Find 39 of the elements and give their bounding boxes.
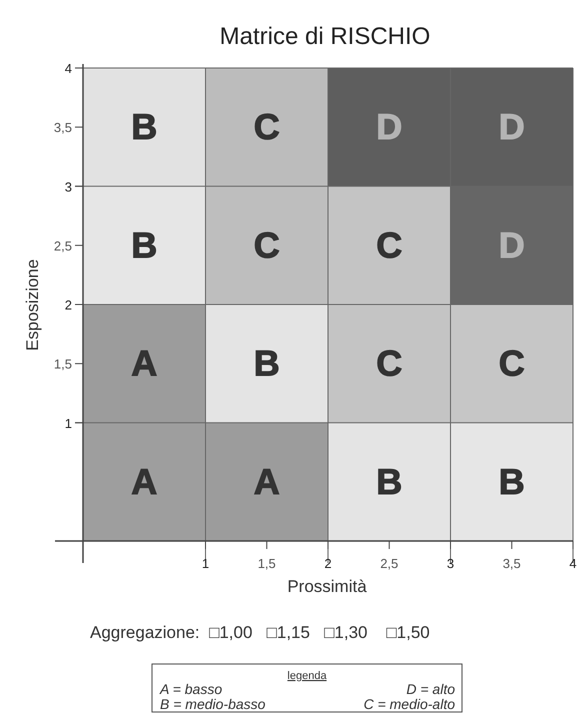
text: B = medio-basso bbox=[160, 696, 266, 712]
y-tick-label: 3 bbox=[64, 179, 72, 194]
text: A bbox=[254, 460, 280, 502]
text: legenda bbox=[287, 670, 328, 682]
text: B bbox=[498, 460, 525, 502]
text: D = alto bbox=[406, 681, 456, 697]
y-axis-title: Esposizione bbox=[23, 259, 42, 351]
text: C bbox=[376, 342, 402, 384]
text: C bbox=[376, 224, 402, 266]
x-tick-label: 2 bbox=[324, 556, 332, 571]
y-tick-label: 1,5 bbox=[54, 356, 72, 372]
x-tick-label: 1,5 bbox=[258, 556, 276, 571]
text: B bbox=[131, 224, 158, 266]
text: C bbox=[498, 342, 525, 384]
text: D bbox=[498, 224, 525, 266]
text: B bbox=[254, 342, 280, 384]
y-tick-label: 2 bbox=[64, 298, 72, 312]
text: D bbox=[376, 106, 402, 148]
chart-title: Matrice di RISCHIO bbox=[220, 23, 430, 50]
text: A bbox=[131, 460, 158, 502]
text: C = medio-alto bbox=[364, 696, 456, 712]
text: B bbox=[131, 106, 158, 148]
text: D bbox=[498, 106, 525, 148]
x-axis-title: Prossimità bbox=[287, 577, 368, 596]
x-tick-label: 2,5 bbox=[380, 556, 398, 571]
text: C bbox=[254, 224, 280, 266]
x-tick-label: 3,5 bbox=[502, 556, 521, 571]
x-tick-label: 4 bbox=[569, 556, 577, 571]
text: B bbox=[376, 460, 402, 502]
y-tick-label: 2,5 bbox=[54, 238, 72, 254]
text: Aggregazione: □1,00 □1,15 □1,30 □1,50 bbox=[90, 623, 430, 642]
x-tick-label: 3 bbox=[446, 556, 454, 571]
text: A = basso bbox=[159, 681, 222, 697]
text: A bbox=[131, 342, 158, 384]
text: C bbox=[254, 106, 280, 148]
x-tick-label: 1 bbox=[202, 556, 210, 571]
y-tick-label: 3,5 bbox=[54, 120, 72, 136]
y-tick-label: 4 bbox=[64, 61, 72, 76]
y-tick-label: 1 bbox=[64, 416, 72, 431]
